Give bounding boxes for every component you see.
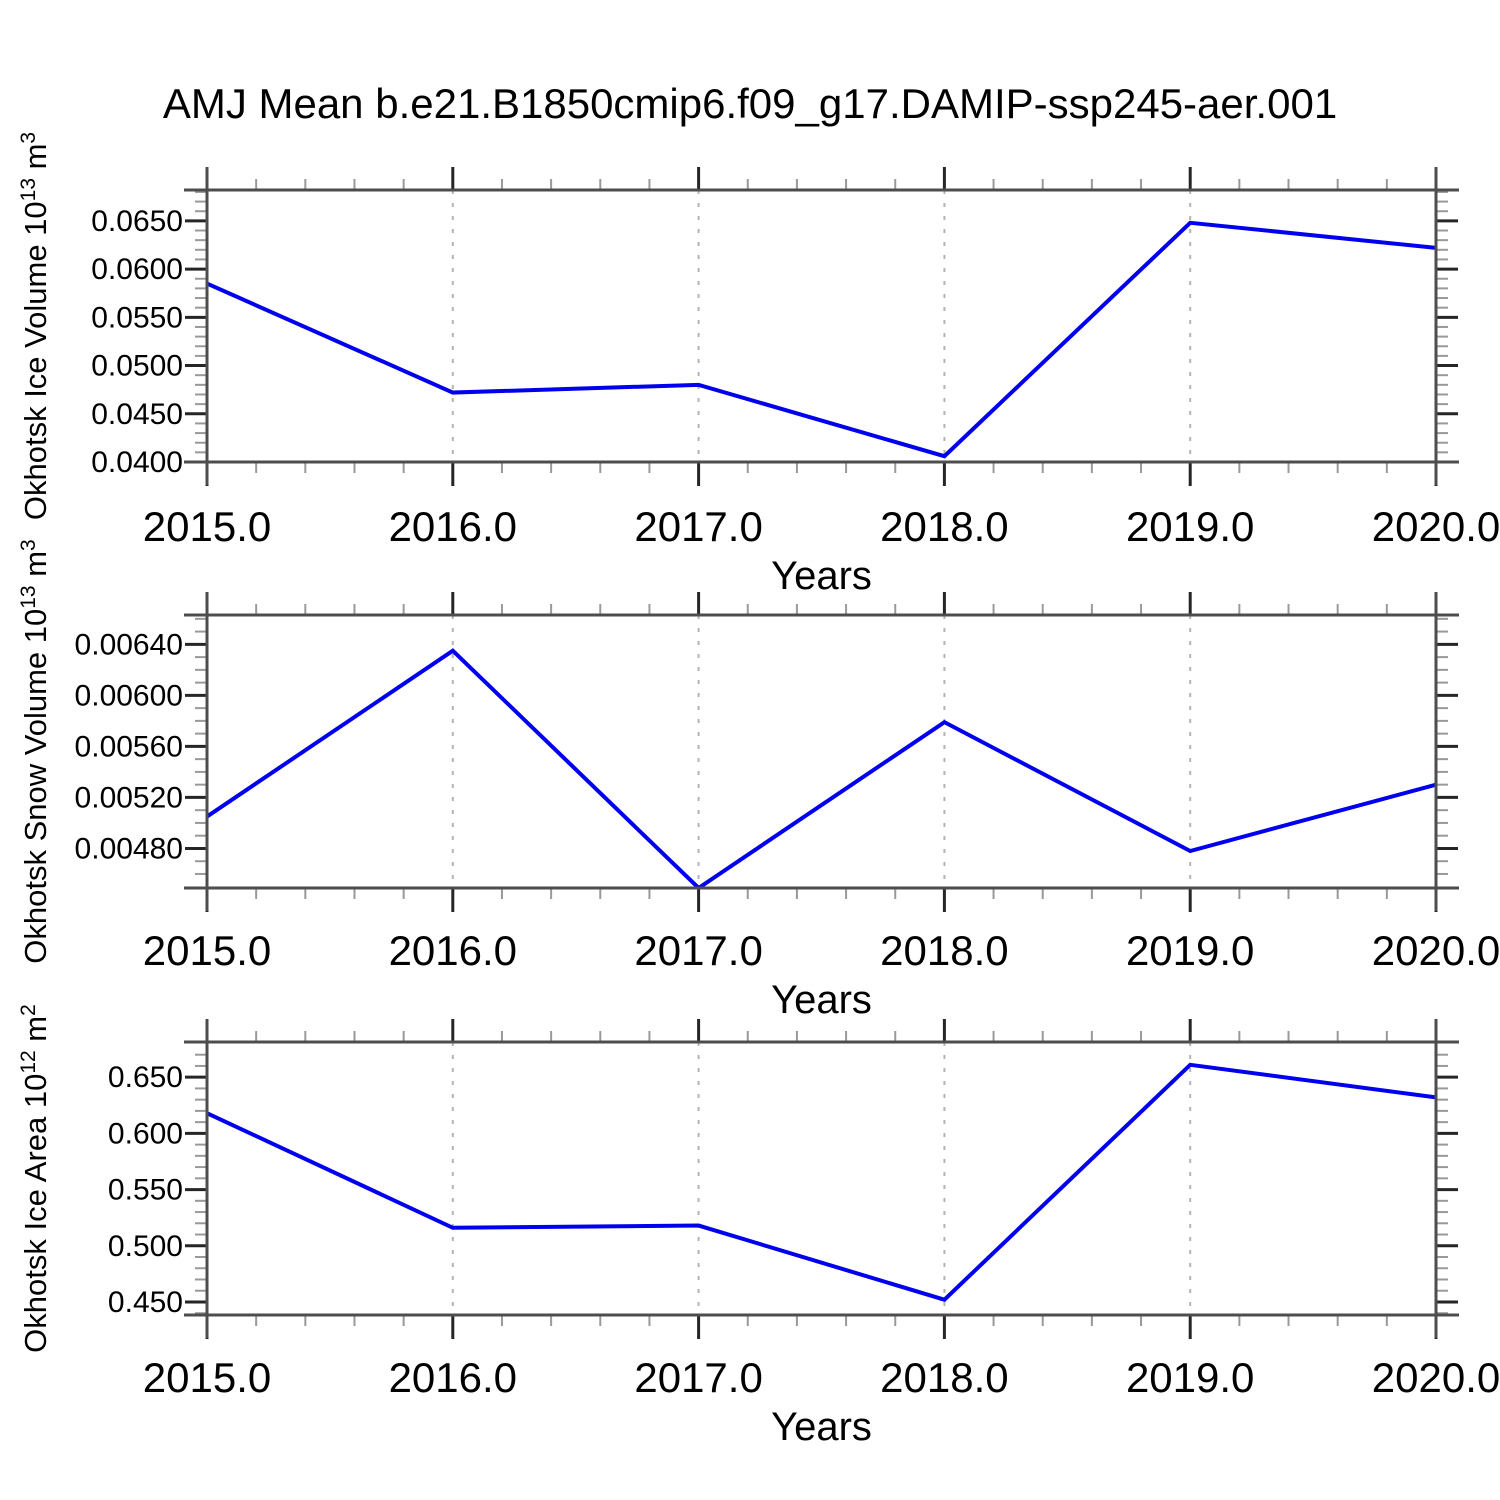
subplot-3: 0.450 0.500 0.550 0.600 0.650 2015.0 2016.0 201… (17, 1004, 1500, 1449)
y-tick-label: 0.500 (108, 1230, 183, 1263)
y-tick-label: 0.0550 (91, 301, 183, 334)
y-tick-label: 0.00560 (75, 730, 183, 763)
major-ticks (185, 167, 1458, 486)
x-tick-label: 2016.0 (389, 1354, 517, 1401)
x-tick-label: 2018.0 (880, 503, 1008, 550)
subplot-2: 0.00480 0.00520 0.00560 0.00600 0.00640 2015.… (17, 539, 1500, 1022)
major-ticks (185, 592, 1458, 912)
x-tick-label: 2015.0 (143, 503, 271, 550)
x-tick-label: 2020.0 (1372, 503, 1500, 550)
x-tick-label: 2015.0 (143, 1354, 271, 1401)
y-tick-label: 0.0450 (91, 398, 183, 431)
minor-ticks (195, 604, 1448, 899)
major-ticks (185, 1019, 1458, 1339)
y-tick-label: 0.0650 (91, 205, 183, 238)
x-axis-title: Years (771, 978, 872, 1022)
x-tick-label: 2020.0 (1372, 1354, 1500, 1401)
series-line (206, 1062, 1437, 1302)
x-tick-label: 2019.0 (1126, 927, 1254, 974)
frame (184, 1019, 1459, 1338)
y-axis-title: Okhotsk Ice Volume 1013 m3 (17, 132, 53, 520)
x-tick-label: 2015.0 (143, 927, 271, 974)
x-tick-label: 2017.0 (634, 503, 762, 550)
y-tick-label: 0.00520 (75, 781, 183, 814)
y-tick-label: 0.00640 (75, 628, 183, 661)
y-tick-label: 0.600 (108, 1117, 183, 1150)
y-tick-label: 0.0600 (91, 253, 183, 286)
x-tick-label: 2017.0 (634, 1354, 762, 1401)
series-line (206, 220, 1437, 459)
x-tick-label: 2017.0 (634, 927, 762, 974)
x-tick-label: 2018.0 (880, 1354, 1008, 1401)
figure-title: AMJ Mean b.e21.B1850cmip6.f09_g17.DAMIP-… (163, 80, 1337, 127)
y-tick-label: 0.550 (108, 1174, 183, 1207)
x-tick-label: 2016.0 (389, 503, 517, 550)
minor-ticks (195, 179, 1448, 473)
y-tick-label: 0.450 (108, 1286, 183, 1319)
y-tick-label: 0.00600 (75, 679, 183, 712)
y-tick-label: 0.00480 (75, 832, 183, 865)
x-tick-label: 2016.0 (389, 927, 517, 974)
frame (184, 167, 1459, 485)
y-axis-title: Okhotsk Snow Volume 1013 m3 (17, 539, 53, 963)
plots-group: 0.0400 0.0450 0.0500 0.0550 0.0600 0.0650 2015… (17, 132, 1500, 1449)
x-tick-label: 2018.0 (880, 927, 1008, 974)
x-axis-title: Years (771, 1405, 872, 1449)
frame (184, 592, 1459, 911)
y-tick-label: 0.0500 (91, 350, 183, 383)
subplot-1: 0.0400 0.0450 0.0500 0.0550 0.0600 0.0650 2015… (17, 132, 1500, 598)
y-tick-label: 0.650 (108, 1061, 183, 1094)
x-tick-label: 2019.0 (1126, 503, 1254, 550)
y-tick-label: 0.0400 (91, 446, 183, 479)
series-line (205, 648, 1437, 891)
y-axis-title: Okhotsk Ice Area 1012 m2 (17, 1004, 53, 1353)
x-axis-title: Years (771, 554, 872, 598)
x-tick-label: 2019.0 (1126, 1354, 1254, 1401)
x-tick-label: 2020.0 (1372, 927, 1500, 974)
